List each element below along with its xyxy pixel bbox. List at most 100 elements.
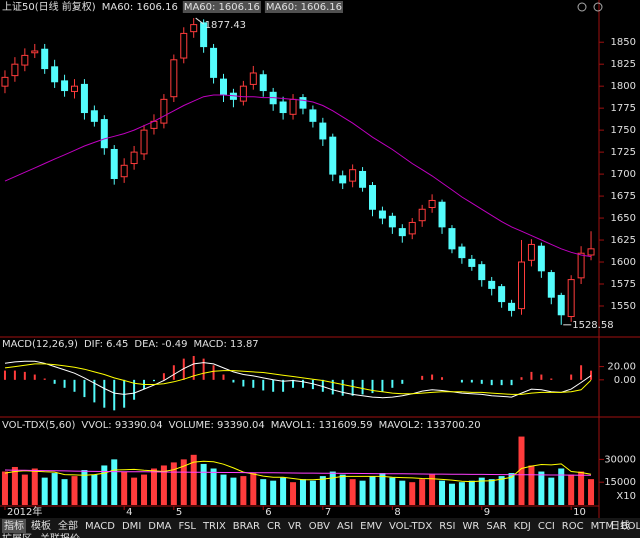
volume-bar (309, 480, 316, 505)
indicator-tab[interactable]: 指标 (4, 519, 24, 532)
volume-bar (498, 476, 505, 505)
indicator-tab[interactable]: MTM (591, 521, 614, 532)
candle-body (339, 175, 347, 184)
indicator-tab[interactable]: FSL (178, 521, 196, 532)
volume-bar (21, 474, 28, 505)
indicator-tab[interactable]: CCI (538, 521, 555, 532)
indicator-tab[interactable]: ASI (337, 521, 353, 532)
indicator-tab[interactable]: DMA (148, 521, 171, 532)
indicator-line (4, 360, 592, 399)
x-tick-label: 4 (126, 507, 132, 518)
candle-body (458, 246, 466, 259)
x-tick-label: 5 (176, 507, 182, 518)
volume-bar (458, 482, 465, 505)
volume-bar (578, 471, 585, 505)
indicator-tab[interactable]: BRAR (233, 521, 260, 532)
panel-header: MACD(12,26,9) (2, 339, 78, 350)
volume-bar (170, 462, 177, 505)
indicator-line (4, 460, 592, 483)
panel-header: MA60: 1606.16 (266, 2, 342, 13)
indicator-tab[interactable]: OBV (309, 521, 330, 532)
candle-body (378, 210, 386, 219)
volume-bar (111, 459, 118, 505)
candle-body (249, 72, 257, 85)
y-tick-label: 30000 (604, 454, 636, 465)
indicator-tab[interactable]: VOL-TDX (389, 521, 432, 532)
candle-body (110, 148, 118, 179)
candle-body (448, 228, 456, 250)
indicator-tab[interactable]: BOLL (621, 521, 640, 532)
volume-bar (439, 480, 446, 505)
indicator-line (4, 94, 592, 258)
volume-bar (160, 465, 167, 505)
x-tick-label: 10 (573, 507, 586, 518)
candle-body (21, 54, 29, 66)
volume-bar (419, 479, 426, 505)
indicator-tab[interactable]: VR (288, 521, 302, 532)
candle-body (210, 47, 218, 78)
candle-body (498, 286, 506, 303)
indicator-tab[interactable]: ROC (562, 521, 584, 532)
volume-bar (150, 468, 157, 505)
volume-bar (61, 479, 68, 505)
candle-body (160, 98, 168, 124)
candle-body (80, 83, 88, 114)
indicator-tab[interactable]: SAR (486, 521, 506, 532)
volume-bar (548, 477, 555, 505)
volume-bar (399, 480, 406, 505)
panel-header: VOLUME: 93390.04 (169, 420, 265, 431)
low-annotation: 1528.58 (572, 320, 613, 331)
candle-body (100, 119, 108, 149)
zoom-icon[interactable] (593, 2, 603, 12)
volume-bar (299, 479, 306, 505)
y-tick-label: 20.00 (607, 362, 636, 373)
high-annotation: 1877.43 (205, 20, 246, 31)
candle-body (557, 294, 565, 316)
volume-bar (11, 466, 18, 505)
candle-body (508, 302, 516, 311)
toolbar (0, 518, 640, 538)
volume-bar (220, 474, 227, 505)
panel-header: DEA: -0.49 (134, 339, 187, 350)
candle-body (61, 80, 69, 92)
volume-bar (588, 479, 595, 505)
panel-header: 上证50(日线 前复权) (2, 0, 96, 13)
indicator-tab[interactable]: 模板 (31, 519, 51, 532)
y-tick-label: 1750 (611, 125, 636, 136)
panel-header: DIF: 6.45 (84, 339, 128, 350)
indicator-tab[interactable]: MACD (85, 521, 115, 532)
footer-tab[interactable]: 关联报价 (40, 532, 80, 538)
volume-bar (448, 483, 455, 505)
indicator-tab[interactable]: WR (462, 521, 479, 532)
volume-bar (508, 473, 515, 505)
candle-body (279, 101, 287, 114)
indicator-line (4, 469, 592, 476)
zoom-icon[interactable] (577, 2, 587, 12)
x-tick-label: 8 (394, 507, 400, 518)
x-tick-label: 6 (265, 507, 271, 518)
volume-bar (389, 477, 396, 505)
indicator-tab[interactable]: CR (267, 521, 281, 532)
panel-header: MAVOL2: 133700.20 (379, 420, 481, 431)
period-tab[interactable]: 日线 (610, 519, 630, 532)
y-tick-label: 1650 (611, 213, 636, 224)
indicator-tab[interactable]: 全部 (58, 519, 78, 532)
indicator-tab[interactable]: KDJ (514, 521, 531, 532)
header-highlight (182, 1, 261, 13)
candle-body (418, 208, 426, 222)
footer-tab[interactable]: 扩展区 (2, 532, 32, 538)
indicator-tab[interactable]: RSI (439, 521, 455, 532)
volume-bar (319, 476, 326, 505)
panel-header: MAVOL1: 131609.59 (271, 420, 373, 431)
volume-bar (538, 471, 545, 505)
candle-body (31, 50, 39, 54)
indicator-tab[interactable]: EMV (360, 521, 382, 532)
candle-body (369, 185, 376, 210)
candle-body (11, 63, 19, 77)
indicator-tab[interactable]: DMI (122, 521, 141, 532)
candle-body (220, 78, 227, 96)
volume-bar (141, 474, 148, 505)
indicator-tab[interactable]: TRIX (202, 521, 226, 532)
